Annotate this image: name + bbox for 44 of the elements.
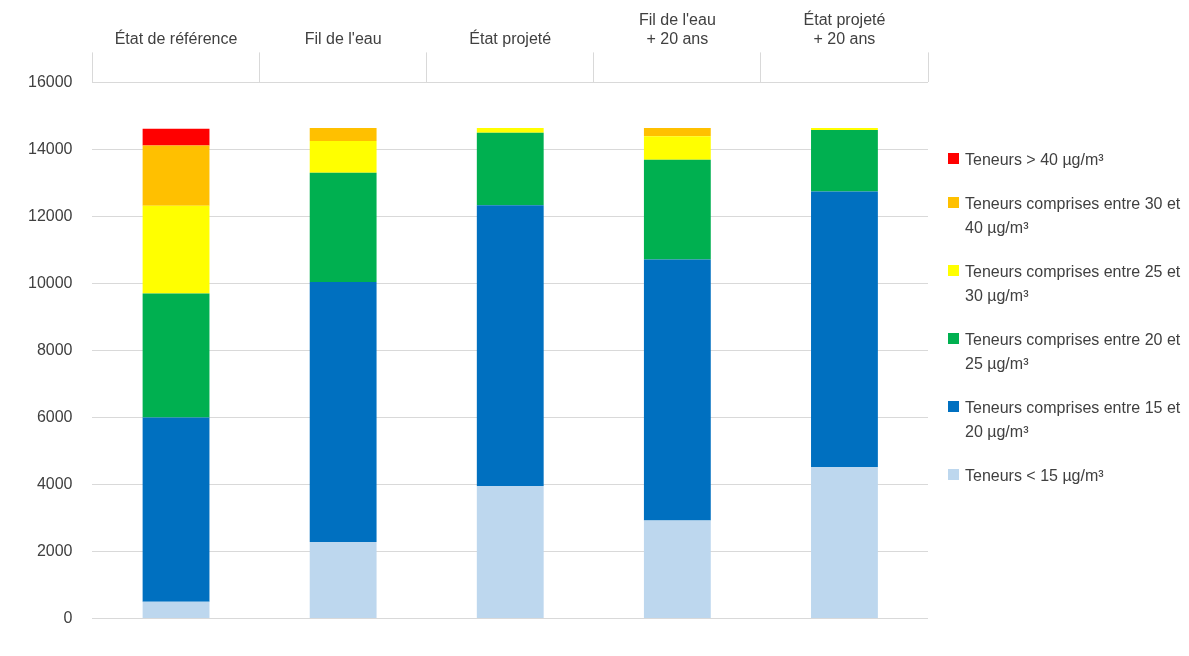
y-tick-label: 16000	[27, 72, 73, 90]
bar	[142, 601, 210, 618]
bar	[811, 467, 878, 618]
bar	[309, 542, 377, 618]
y-tick-label: 10000	[27, 273, 73, 291]
bar	[811, 127, 878, 130]
legend-label: Teneurs comprises entre 20 et 25 µg/m³	[965, 330, 1181, 374]
legend-label: Teneurs comprises entre 30 et 40 µg/m³	[965, 194, 1181, 238]
x-tick-label: État projeté	[469, 29, 552, 48]
legend-label: Teneurs > 40 µg/m³	[965, 150, 1104, 170]
bar	[142, 293, 210, 418]
bar	[643, 159, 711, 260]
legend-label: Teneurs < 15 µg/m³	[965, 466, 1104, 486]
bar	[643, 127, 711, 137]
bar	[309, 127, 377, 142]
y-tick-label: 14000	[27, 139, 73, 157]
x-tick-label: Fil de l'eau + 20 ans	[638, 11, 716, 48]
bar	[476, 486, 544, 618]
y-tick-label: 12000	[27, 206, 73, 224]
legend-label: Teneurs comprises entre 15 et 20 µg/m³	[965, 398, 1181, 442]
bar	[142, 145, 210, 206]
bar	[476, 132, 544, 206]
bar	[142, 417, 210, 602]
x-tick-label: État de référence	[114, 29, 238, 48]
bar	[811, 191, 878, 468]
bar	[142, 128, 210, 146]
bar	[309, 141, 377, 173]
bar	[309, 282, 377, 543]
y-tick-label: 6000	[36, 407, 73, 425]
bar	[476, 127, 544, 133]
legend-label: Teneurs comprises entre 25 et 30 µg/m³	[965, 262, 1181, 306]
bar	[476, 205, 544, 487]
y-tick-label: 0	[63, 608, 73, 626]
bar	[142, 205, 210, 294]
y-tick-label: 4000	[36, 474, 73, 492]
bar	[643, 136, 711, 160]
bar	[309, 172, 377, 283]
bar	[811, 129, 878, 192]
y-tick-label: 2000	[36, 541, 73, 559]
y-tick-label: 8000	[36, 340, 73, 358]
x-tick-label: Fil de l'eau	[304, 30, 382, 48]
bar	[643, 520, 711, 618]
bar	[643, 259, 711, 521]
x-tick-label: État projeté + 20 ans	[803, 10, 886, 48]
